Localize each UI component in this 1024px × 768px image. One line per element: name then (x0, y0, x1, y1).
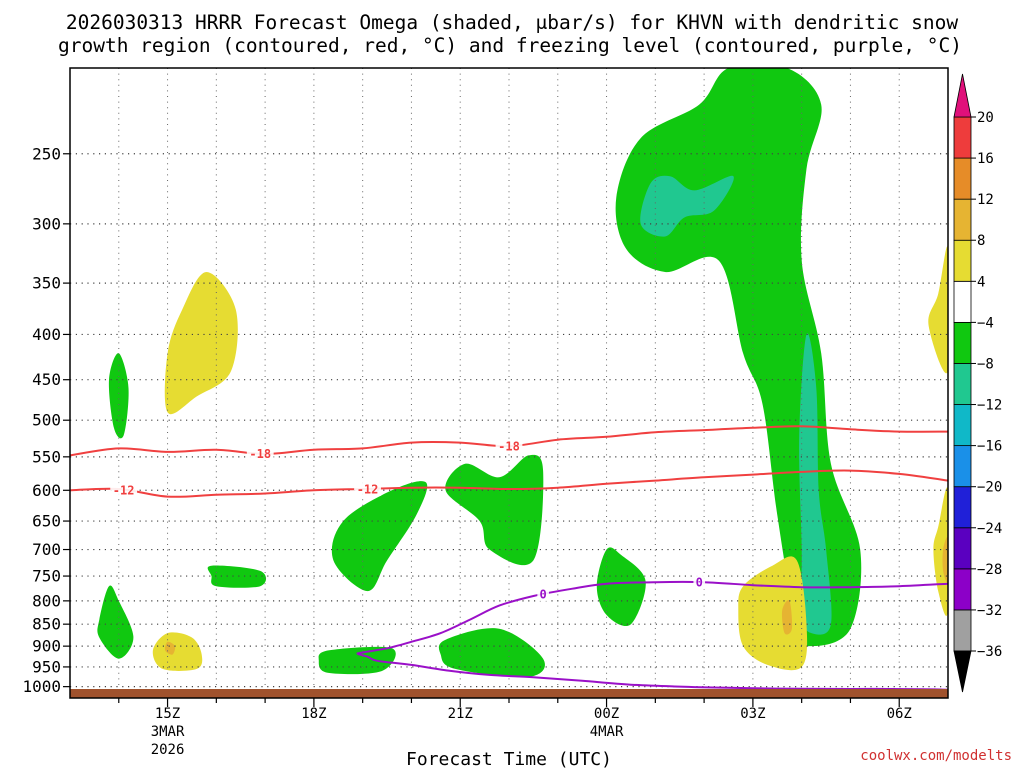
y-tick-label-850: 850 (32, 615, 61, 634)
x-tick-label-21Z: 21Z (448, 706, 473, 722)
isotherm-label--18: -18 (249, 447, 271, 461)
colorbar-tick-label: −32 (977, 603, 1002, 619)
colorbar-tick-label: −16 (977, 439, 1002, 455)
y-tick-label-900: 900 (32, 637, 61, 656)
colorbar-bin-9 (953, 280, 972, 323)
y-tick-label-600: 600 (32, 481, 61, 500)
x-axis: 15Z 3MAR 2026 18Z 21Z 00Z 4MAR 03Z 06Z (118, 698, 912, 758)
omega-region-3 (799, 333, 832, 635)
x-tick-label-15Z: 15Z (155, 706, 180, 722)
isotherm-label--18: -18 (498, 440, 520, 454)
colorbar-bin-1 (953, 609, 972, 652)
omega-region-10 (108, 353, 129, 439)
x-tick-label-06Z: 06Z (887, 706, 912, 722)
colorbar-tick-label: −28 (977, 562, 1002, 578)
colorbar-bin-10 (953, 239, 972, 282)
omega-region-6 (438, 628, 545, 678)
x-tick-sublabel: 2026 (151, 742, 185, 758)
isotherm-label-bg (537, 587, 549, 602)
y-axis: 250 300 350 400 450 500 550 600 650 700 750 800 850 9… (22, 144, 70, 696)
colorbar-tick-label: 8 (977, 233, 985, 249)
isotherm--12 (70, 469, 948, 498)
plot-area: -18 -18 -12 -12 0 0 (70, 68, 948, 698)
isotherm-label-bg (110, 482, 138, 497)
colorbar-tick-label: −8 (977, 356, 994, 372)
omega-region-19 (942, 537, 948, 583)
y-tick-label-950: 950 (32, 657, 61, 676)
x-tick-sublabel: 3MAR (151, 724, 185, 740)
colorbar-tick-label: 4 (977, 274, 985, 290)
colorbar-bin-13 (953, 116, 972, 159)
x-tick-sublabel: 4MAR (590, 724, 624, 740)
omega-region-8 (596, 547, 646, 627)
isotherm-label-bg (495, 439, 523, 454)
y-tick-label-700: 700 (32, 540, 61, 559)
colorbar-bin-11 (953, 198, 972, 241)
colorbar-under-triangle (953, 650, 972, 693)
y-tick-label-650: 650 (32, 512, 61, 531)
colorbar-bin-6 (953, 404, 972, 447)
omega-region-12 (164, 272, 238, 415)
omega-region-16 (781, 600, 793, 635)
y-tick-label-400: 400 (32, 325, 61, 344)
isotherm-label--12: -12 (357, 482, 379, 496)
colorbar-tick-label: 16 (977, 151, 994, 167)
isotherm-label-bg (354, 481, 381, 496)
chart-title-line-2: growth region (contoured, red, °C) and f… (58, 34, 962, 57)
omega-region-7 (318, 646, 396, 675)
colorbar-bin-5 (953, 445, 972, 488)
colorbar-bin-3 (953, 527, 972, 570)
omega-region-4 (445, 454, 544, 566)
omega-region-9 (97, 585, 134, 659)
omega-region-11 (207, 565, 267, 588)
x-axis-label: Forecast Time (UTC) (406, 749, 612, 768)
omega-shading-layer (97, 68, 948, 678)
isotherm-label-0: 0 (540, 588, 547, 602)
credit-text: coolwx.com/modelts (860, 748, 1012, 764)
y-tick-label-550: 550 (32, 447, 61, 466)
colorbar-bin-8 (953, 321, 972, 364)
colorbar-tick-label: 20 (977, 110, 994, 126)
y-tick-label-500: 500 (32, 411, 61, 430)
colorbar-tick-label: −12 (977, 398, 1002, 414)
ground-layer (70, 689, 948, 698)
omega-region-5 (331, 481, 428, 592)
x-tick-label-18Z: 18Z (301, 706, 326, 722)
omega-region-15 (738, 556, 808, 671)
y-tick-label-250: 250 (32, 144, 61, 163)
y-tick-label-350: 350 (32, 274, 61, 293)
colorbar-bin-12 (953, 157, 972, 200)
colorbar-tick-label: 12 (977, 192, 994, 208)
isotherm-0 (356, 580, 948, 691)
colorbar-tick-label: −20 (977, 480, 1002, 496)
omega-region-17 (928, 246, 948, 374)
contour-layer: -18 -18 -12 -12 0 0 (70, 425, 948, 691)
x-tick-label-00Z: 00Z (594, 706, 619, 722)
colorbar-tick-label: −24 (977, 521, 1002, 537)
chart-title-line-1: 2026030313 HRRR Forecast Omega (shaded, … (66, 11, 958, 34)
omega-region-2 (640, 175, 734, 237)
omega-region-13 (152, 632, 203, 671)
colorbar-tick-label: −4 (977, 315, 994, 331)
grid-lines (70, 68, 948, 698)
colorbar-bin-4 (953, 486, 972, 529)
y-tick-label-300: 300 (32, 214, 61, 233)
colorbar-bin-7 (953, 363, 972, 405)
isotherm-label-bg (246, 446, 274, 461)
x-tick-label-03Z: 03Z (740, 706, 765, 722)
colorbar-bin-2 (953, 568, 972, 611)
y-tick-label-750: 750 (32, 567, 61, 586)
y-tick-label-800: 800 (32, 591, 61, 610)
colorbar-tick-label: −36 (977, 644, 1002, 660)
isotherm-label--12: -12 (113, 483, 135, 497)
colorbar-over-triangle (953, 73, 972, 118)
y-tick-label-1000: 1000 (22, 677, 61, 696)
isotherm-label-bg (693, 575, 706, 590)
y-tick-label-450: 450 (32, 370, 61, 389)
colorbar: 20 16 12 8 4 −4 −8 −12 −16 −20 −24 −28 −32 −36 (953, 73, 1002, 693)
isotherm-label-0: 0 (696, 576, 703, 590)
